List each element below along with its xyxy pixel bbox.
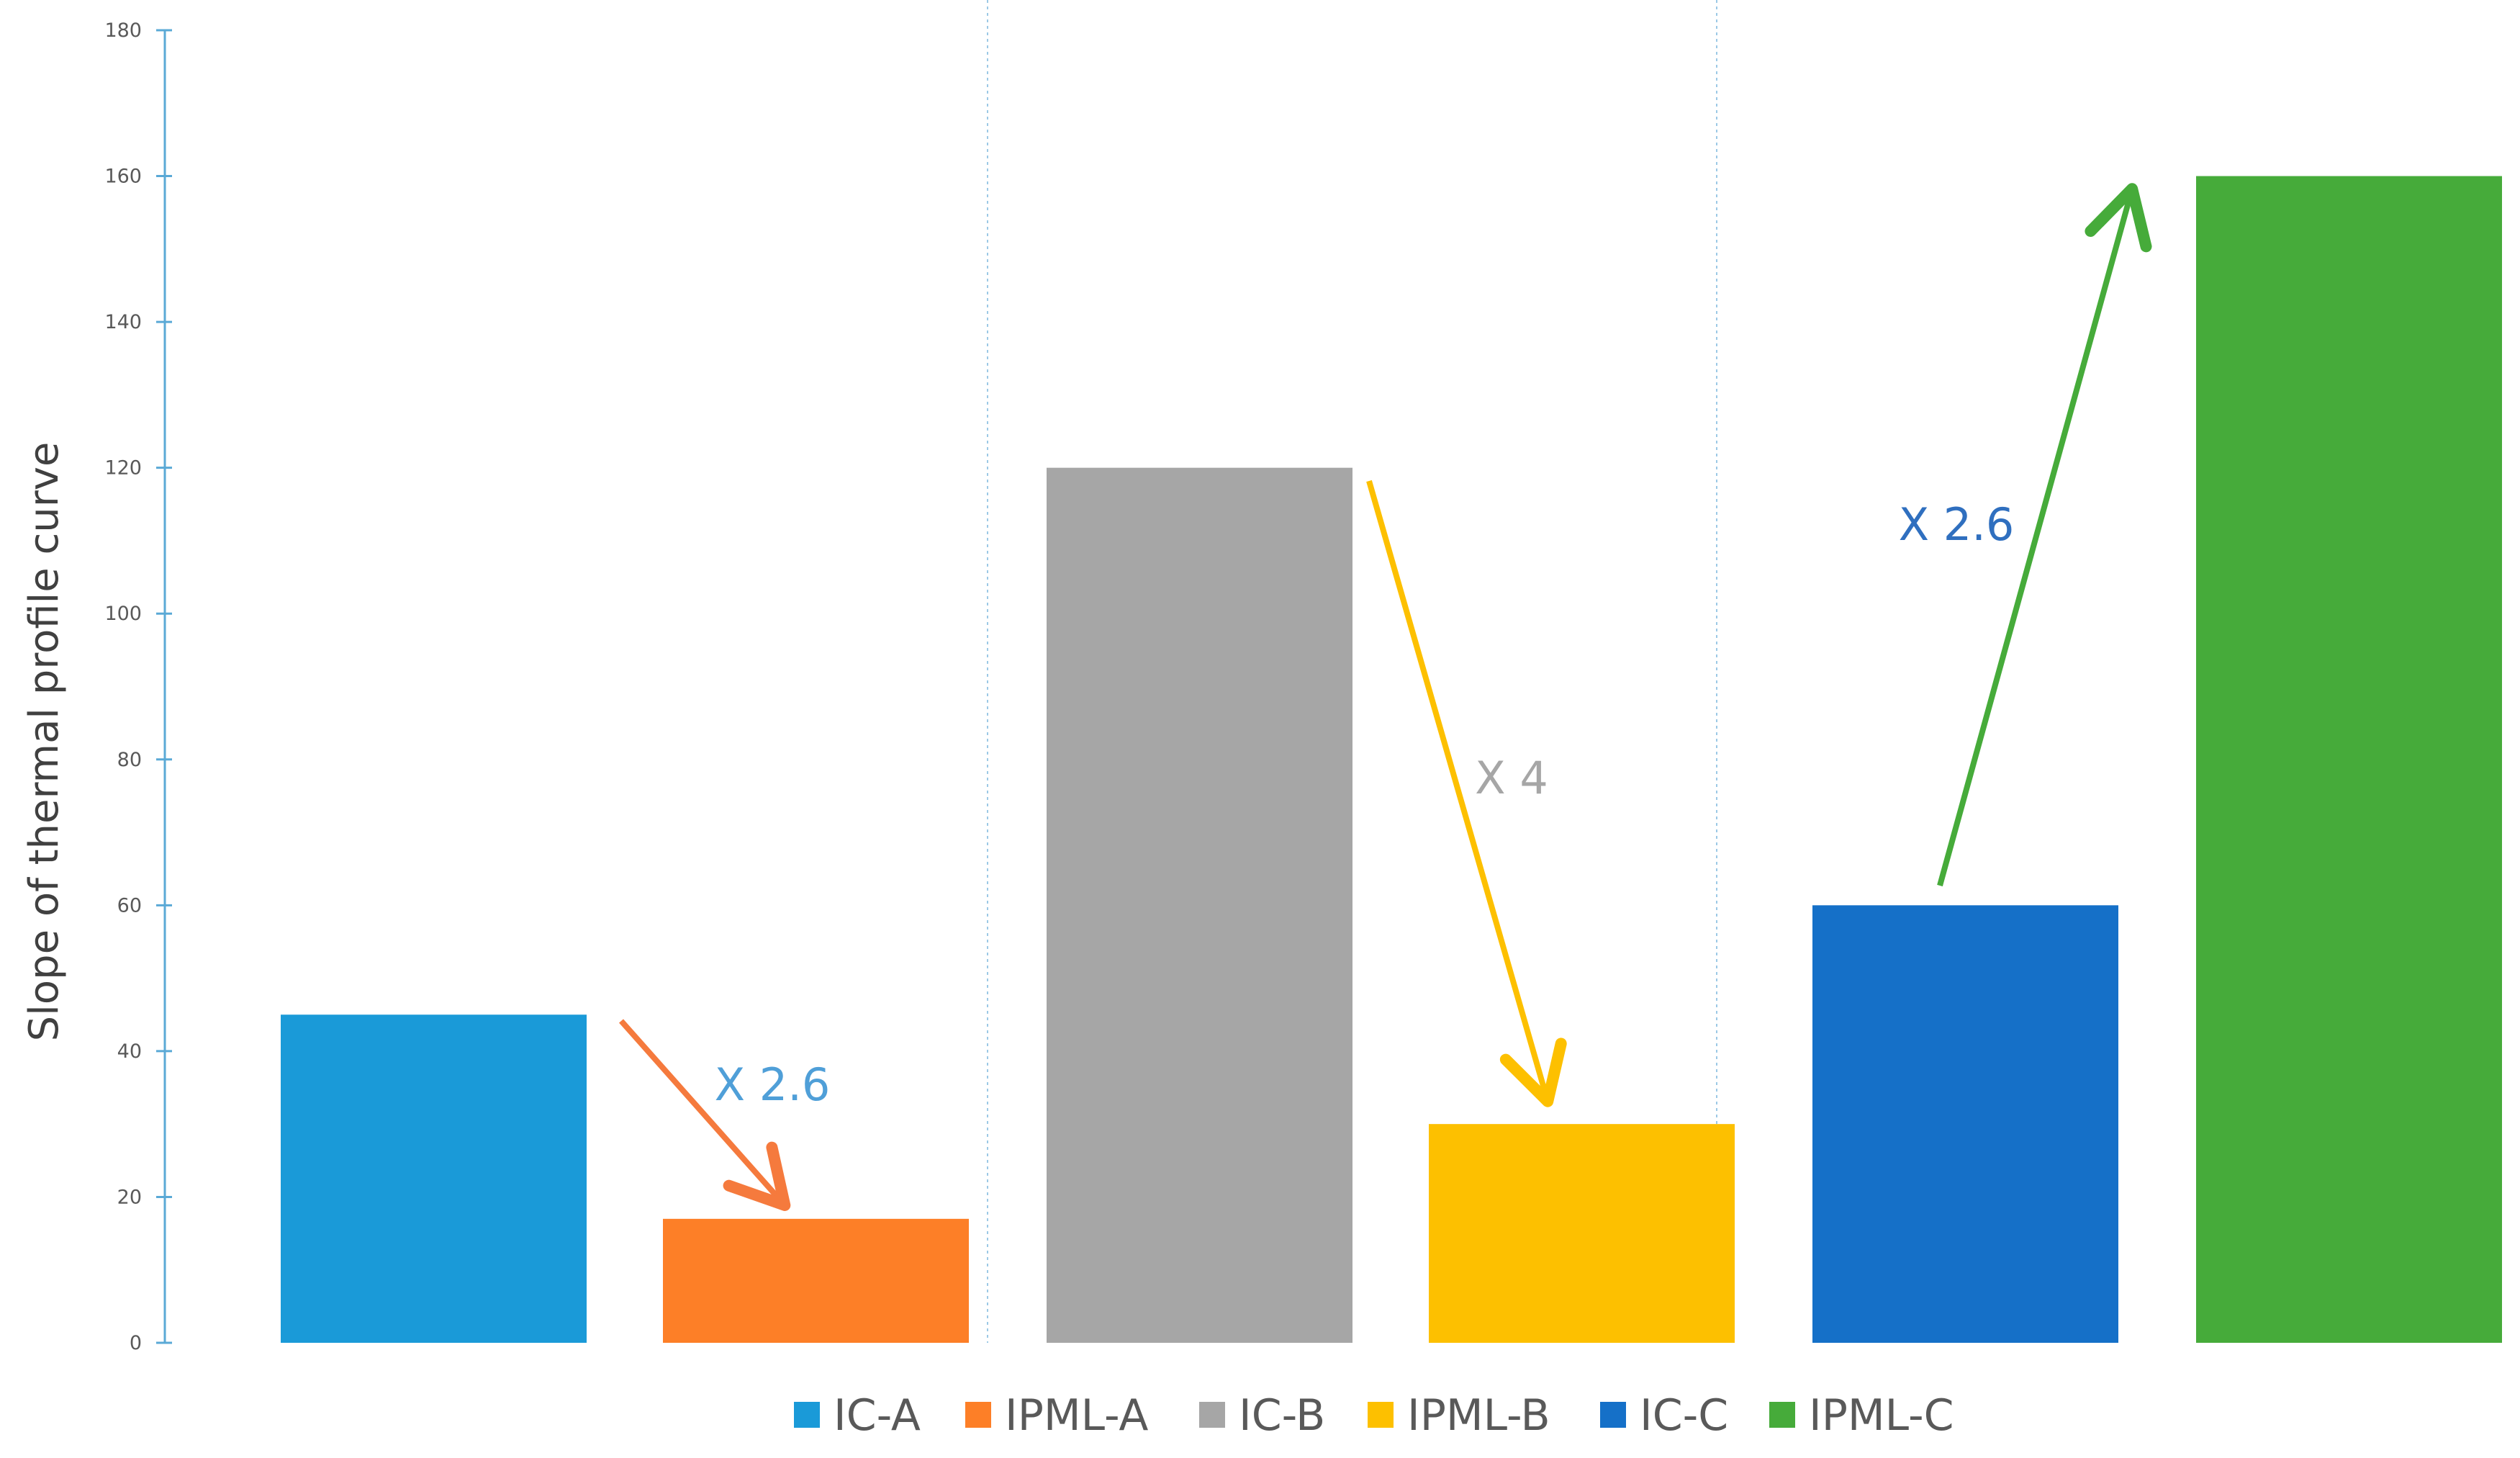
bar-ic-a bbox=[281, 1014, 587, 1343]
legend-item-ic-b: IC-B bbox=[1199, 1390, 1325, 1441]
legend-label: IPML-C bbox=[1809, 1390, 1954, 1441]
annotation-label: X 2.6 bbox=[715, 1058, 831, 1111]
bar-ipml-c bbox=[2196, 176, 2502, 1343]
bar-ipml-b bbox=[1429, 1124, 1735, 1343]
bar-ic-b bbox=[1047, 468, 1352, 1343]
legend-swatch bbox=[794, 1402, 820, 1428]
annotation-label: X 2.6 bbox=[1899, 498, 2015, 551]
bars bbox=[281, 176, 2502, 1343]
bar-ic-c bbox=[1812, 905, 2118, 1343]
legend-label: IPML-B bbox=[1407, 1390, 1550, 1441]
annotation-label: X 4 bbox=[1475, 752, 1548, 804]
y-tick-label: 60 bbox=[117, 894, 142, 917]
legend-label: IC-C bbox=[1640, 1390, 1728, 1441]
y-tick-label: 100 bbox=[104, 603, 142, 625]
legend-label: IPML-A bbox=[1005, 1390, 1148, 1441]
legend-label: IC-B bbox=[1239, 1390, 1325, 1441]
y-tick-label: 140 bbox=[104, 311, 142, 333]
legend: IC-A IPML-A IC-B IPML-B IC-C IPML-C bbox=[794, 1390, 1954, 1441]
legend-label: IC-A bbox=[834, 1390, 921, 1441]
y-tick-label: 180 bbox=[104, 19, 142, 42]
legend-item-ipml-c: IPML-C bbox=[1769, 1390, 1954, 1441]
annotation-arrow bbox=[621, 1021, 781, 1201]
y-tick-label: 160 bbox=[104, 166, 142, 188]
y-tick-label: 40 bbox=[117, 1040, 142, 1063]
legend-item-ic-a: IC-A bbox=[794, 1390, 921, 1441]
legend-swatch bbox=[1199, 1402, 1225, 1428]
legend-swatch bbox=[1368, 1402, 1394, 1428]
y-tick-label: 0 bbox=[130, 1332, 142, 1354]
legend-swatch bbox=[1769, 1402, 1795, 1428]
y-tick-label: 80 bbox=[117, 749, 142, 771]
y-axis-label: Slope of thermal profile curve bbox=[21, 442, 68, 1042]
bar-ipml-a bbox=[663, 1219, 969, 1343]
y-axis: 0 20 40 60 80 100 120 140 160 180 bbox=[104, 19, 172, 1354]
legend-item-ipml-b: IPML-B bbox=[1368, 1390, 1550, 1441]
legend-swatch bbox=[965, 1402, 991, 1428]
y-tick-label: 120 bbox=[104, 457, 142, 480]
legend-item-ic-c: IC-C bbox=[1600, 1390, 1728, 1441]
y-tick-label: 20 bbox=[117, 1186, 142, 1208]
legend-item-ipml-a: IPML-A bbox=[965, 1390, 1148, 1441]
legend-swatch bbox=[1600, 1402, 1626, 1428]
